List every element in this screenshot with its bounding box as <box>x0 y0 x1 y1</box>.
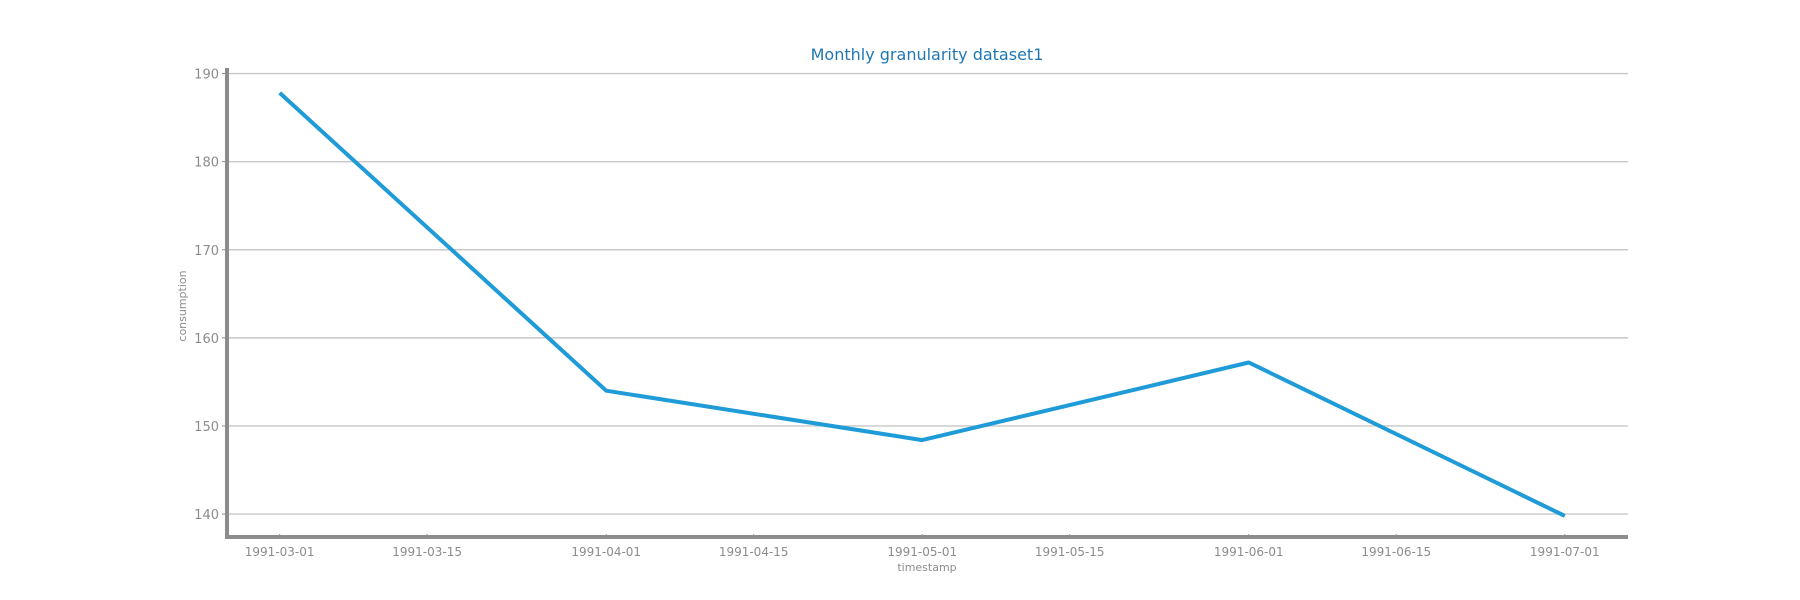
y-tick-label: 190 <box>194 68 219 83</box>
x-tick-label: 1991-06-15 <box>1361 545 1431 559</box>
y-tick-label: 160 <box>194 332 219 347</box>
x-tick-label: 1991-03-15 <box>392 545 462 559</box>
chart-title: Monthly granularity dataset1 <box>811 45 1044 64</box>
series-line <box>278 91 1566 518</box>
label-layer: Monthly granularity dataset1 timestamp c… <box>176 45 1600 574</box>
y-tick-label: 150 <box>194 420 219 435</box>
axis-layer <box>222 68 1628 539</box>
x-tick-label: 1991-07-01 <box>1530 545 1600 559</box>
x-tick-label: 1991-03-01 <box>245 545 315 559</box>
x-axis-label: timestamp <box>897 561 956 574</box>
series-layer <box>278 91 1566 518</box>
y-tick-label: 180 <box>194 156 219 171</box>
grid-layer <box>227 72 1628 515</box>
x-tick-label: 1991-05-15 <box>1035 545 1105 559</box>
y-axis-label: consumption <box>176 270 189 341</box>
x-tick-label: 1991-04-15 <box>719 545 789 559</box>
y-tick-label: 140 <box>194 508 219 523</box>
x-tick-label: 1991-06-01 <box>1214 545 1284 559</box>
y-tick-label: 170 <box>194 244 219 259</box>
x-tick-label: 1991-05-01 <box>887 545 957 559</box>
x-tick-label: 1991-04-01 <box>571 545 641 559</box>
